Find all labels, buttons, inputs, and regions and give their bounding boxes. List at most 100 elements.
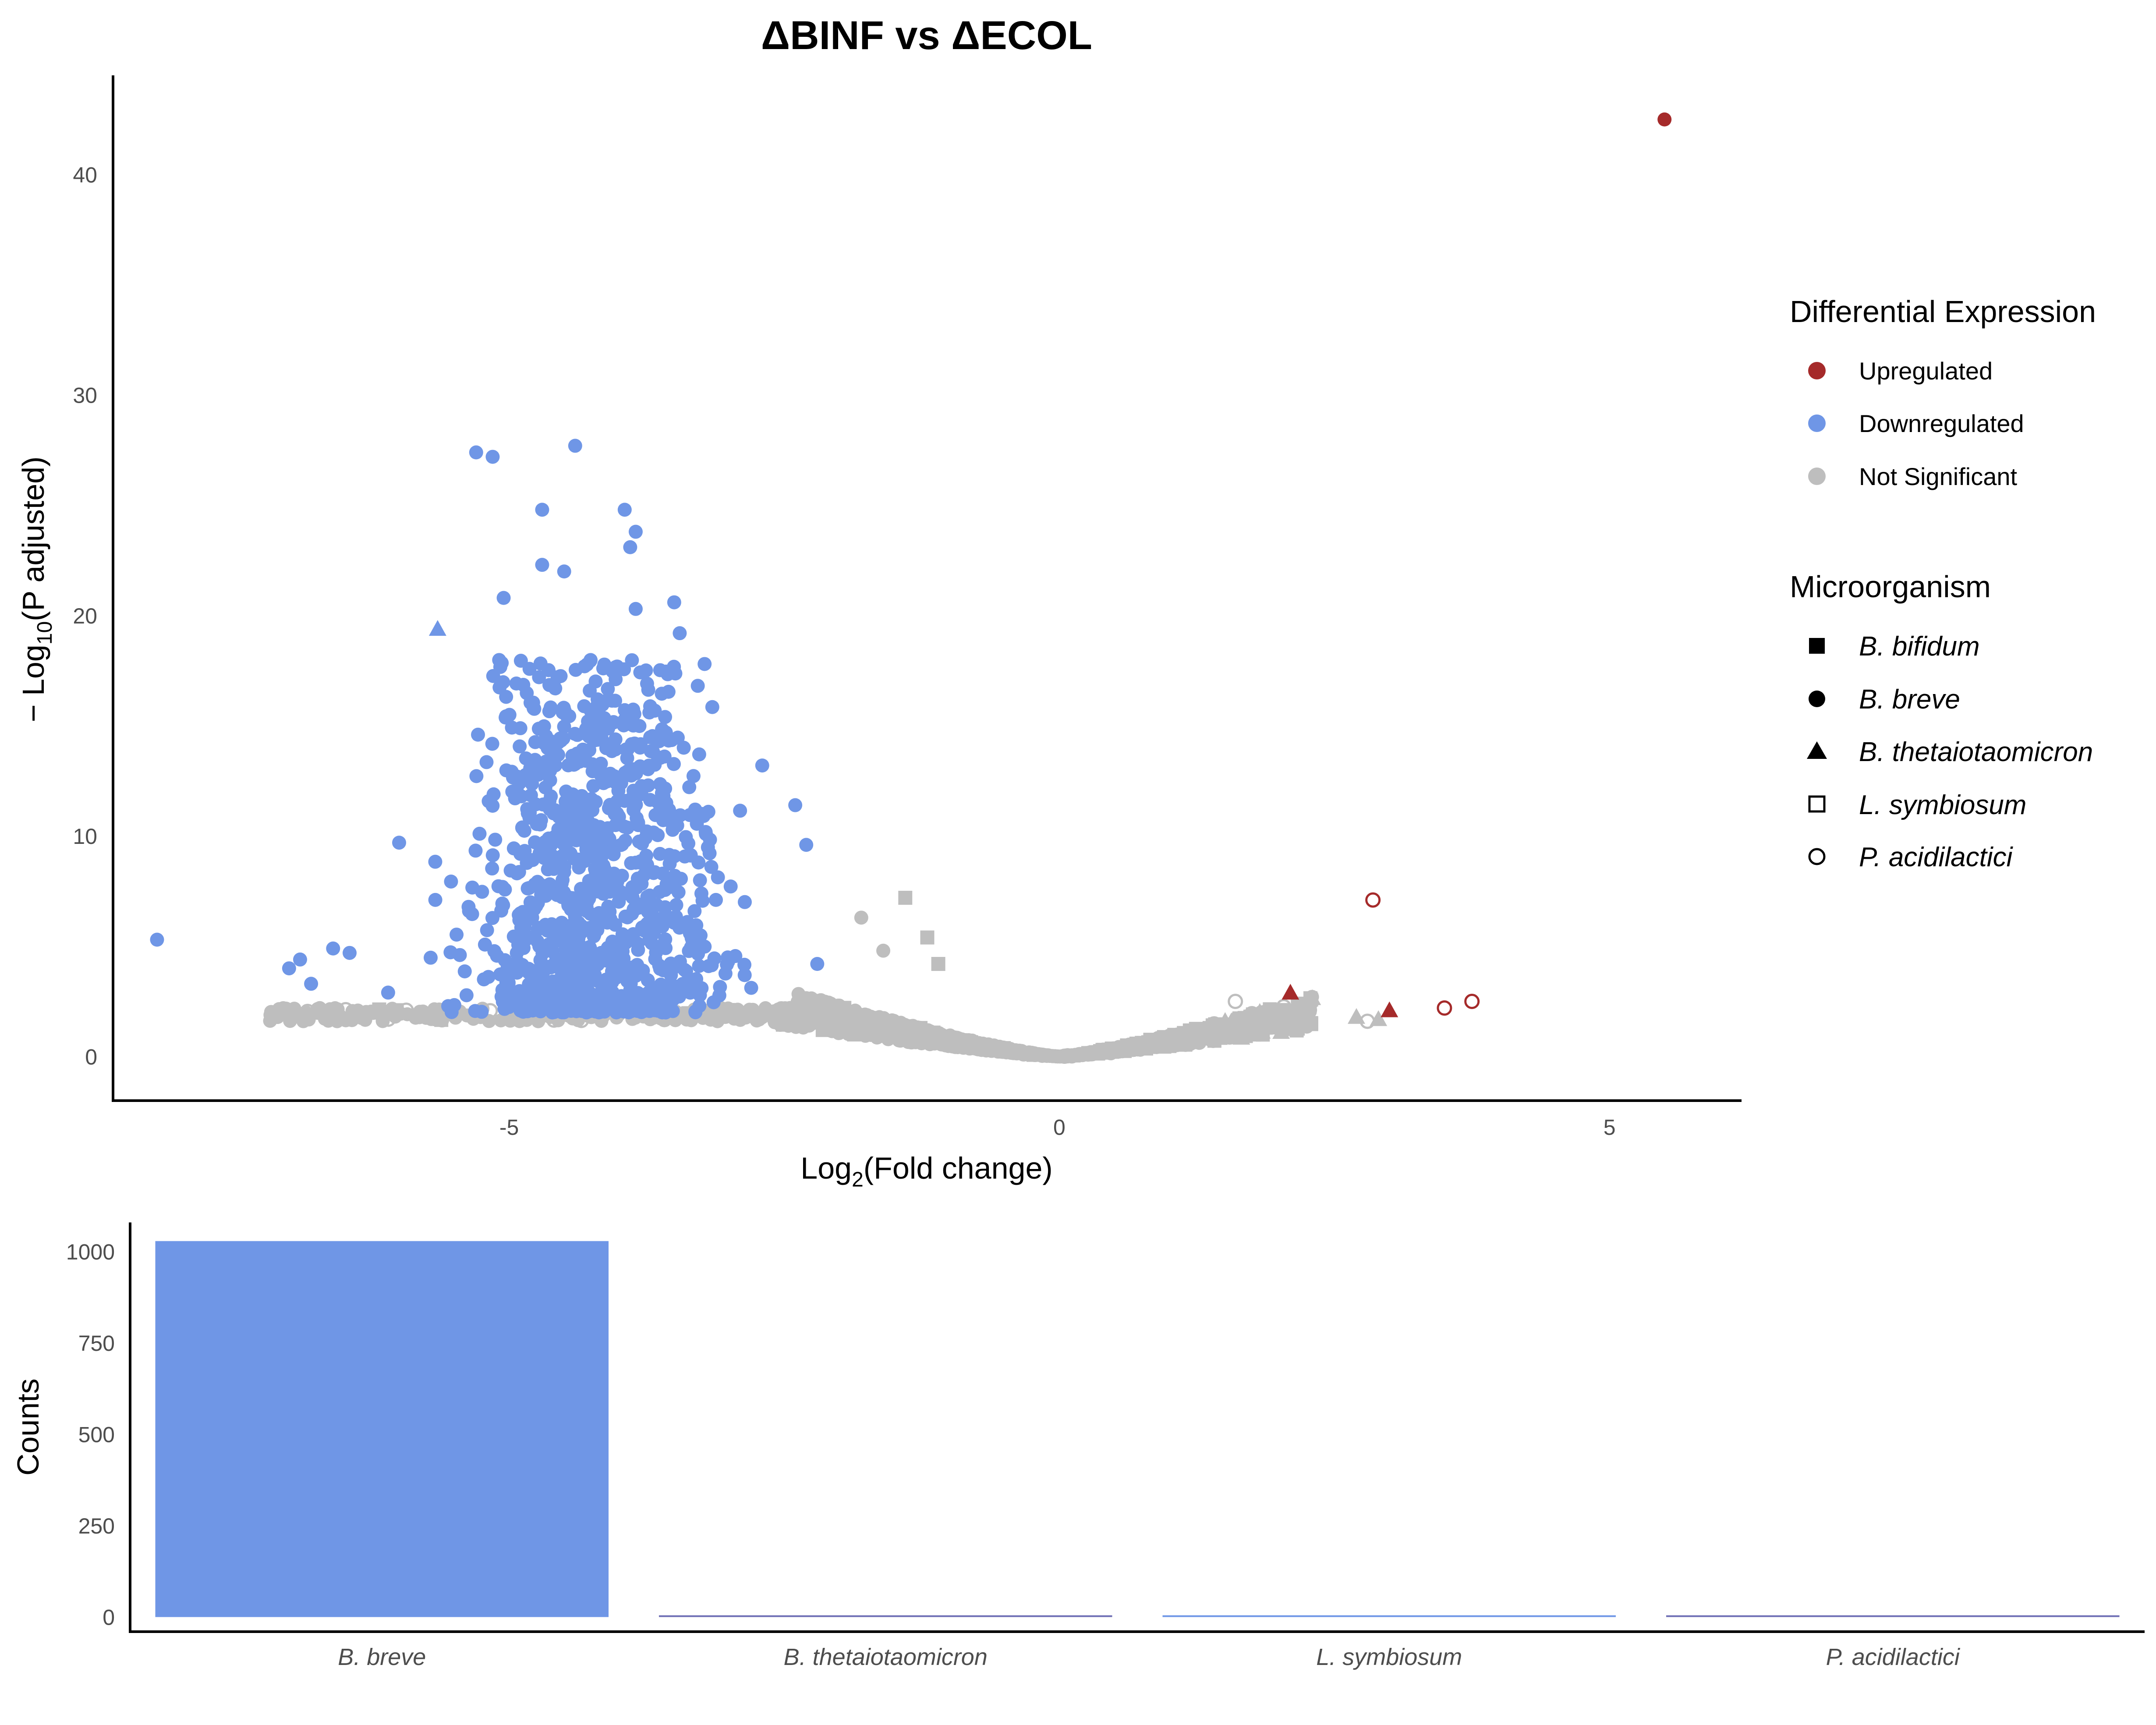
point-downregulated — [570, 986, 584, 1000]
point-downregulated — [603, 798, 617, 812]
point-not-significant — [423, 1006, 437, 1021]
point-downregulated — [498, 953, 512, 967]
point-not-significant — [872, 1012, 886, 1026]
point-downregulated — [653, 732, 668, 747]
point-downregulated — [648, 952, 662, 966]
bar-y-tick-label: 250 — [78, 1514, 115, 1538]
point-not-significant — [775, 1003, 789, 1017]
point-downregulated — [513, 654, 528, 668]
point-downregulated — [538, 835, 552, 849]
point-downregulated — [552, 920, 566, 935]
point-downregulated — [669, 979, 683, 994]
point-downregulated — [444, 874, 458, 889]
legend-label-b-bifidum: B. bifidum — [1859, 631, 1980, 662]
point-downregulated — [428, 620, 446, 636]
point-not-significant — [903, 1019, 917, 1034]
point-downregulated — [516, 941, 531, 955]
point-upregulated — [1365, 892, 1381, 908]
point-downregulated — [520, 881, 535, 896]
point-downregulated — [620, 820, 635, 835]
point-not-significant — [1058, 1049, 1073, 1063]
point-downregulated — [570, 826, 584, 840]
point-upregulated — [1381, 1001, 1398, 1017]
point-downregulated — [667, 595, 681, 609]
point-downregulated — [450, 928, 464, 942]
point-downregulated — [687, 904, 702, 918]
point-downregulated — [471, 727, 485, 742]
point-downregulated — [566, 929, 581, 944]
volcano-y-axis-label: − Log10(P adjusted) — [16, 457, 57, 723]
point-downregulated — [617, 793, 632, 808]
point-downregulated — [530, 817, 544, 831]
point-not-significant — [329, 1008, 343, 1022]
point-not-significant — [892, 1033, 906, 1048]
point-downregulated — [582, 829, 597, 843]
point-downregulated — [688, 802, 702, 817]
point-downregulated — [528, 797, 543, 811]
point-downregulated — [599, 972, 613, 987]
point-downregulated — [641, 973, 655, 987]
point-downregulated — [673, 808, 687, 822]
bar-y-tick-label: 1000 — [66, 1240, 115, 1265]
point-not-significant — [1232, 1029, 1250, 1045]
point-downregulated — [561, 890, 576, 904]
point-downregulated — [737, 957, 752, 972]
legend-key-b-breve — [1809, 691, 1825, 707]
point-downregulated — [557, 719, 571, 734]
point-downregulated — [342, 946, 357, 960]
point-downregulated — [585, 987, 599, 1002]
point-downregulated — [608, 775, 622, 789]
point-upregulated — [1282, 984, 1299, 1000]
legend-key-upregulated — [1808, 362, 1826, 379]
legend-label-p-acidilactici: P. acidilactici — [1859, 842, 2014, 872]
legend-title-differential-expression: Differential Expression — [1790, 294, 2096, 329]
point-downregulated — [697, 939, 712, 954]
point-downregulated — [605, 694, 619, 708]
volcano-y-tick-label: 10 — [73, 824, 97, 849]
point-downregulated — [628, 524, 643, 539]
point-not-significant — [877, 1023, 892, 1039]
point-downregulated — [711, 870, 725, 885]
volcano-y-ticks: 0 10 20 30 40 — [73, 163, 97, 1069]
point-downregulated — [618, 833, 633, 848]
point-not-significant — [1016, 1045, 1030, 1059]
point-not-significant — [898, 891, 913, 905]
volcano-y-tick-label: 30 — [73, 383, 97, 408]
point-downregulated — [617, 503, 632, 517]
point-downregulated — [560, 834, 575, 849]
point-downregulated — [634, 856, 648, 870]
point-downregulated — [516, 677, 531, 692]
point-not-significant — [296, 1014, 311, 1028]
point-not-significant — [1037, 1048, 1052, 1063]
point-downregulated — [578, 893, 592, 908]
point-downregulated — [513, 847, 527, 861]
point-not-significant — [909, 1034, 923, 1049]
point-downregulated — [554, 733, 568, 748]
point-downregulated — [521, 962, 536, 976]
point-downregulated — [542, 877, 557, 892]
point-downregulated — [495, 896, 510, 911]
point-downregulated — [528, 835, 542, 850]
point-downregulated — [673, 626, 687, 641]
point-downregulated — [326, 941, 340, 956]
point-downregulated — [605, 935, 620, 950]
point-downregulated — [697, 657, 712, 671]
point-not-significant — [1151, 1033, 1166, 1047]
point-downregulated — [688, 1004, 703, 1019]
point-upregulated — [1437, 1000, 1452, 1016]
point-not-significant — [1214, 1025, 1228, 1040]
point-downregulated — [639, 663, 653, 678]
point-not-significant — [1240, 1021, 1255, 1036]
point-downregulated — [597, 658, 612, 672]
point-downregulated — [684, 931, 699, 945]
point-downregulated — [799, 838, 814, 852]
volcano-x-ticks: -5 0 5 — [499, 1115, 1616, 1140]
point-not-significant — [855, 1013, 870, 1027]
point-downregulated — [608, 742, 623, 757]
point-downregulated — [502, 708, 517, 722]
point-downregulated — [485, 848, 500, 862]
point-not-significant — [1070, 1048, 1085, 1062]
point-downregulated — [304, 977, 319, 991]
point-downregulated — [653, 802, 668, 817]
point-downregulated — [592, 1001, 607, 1016]
